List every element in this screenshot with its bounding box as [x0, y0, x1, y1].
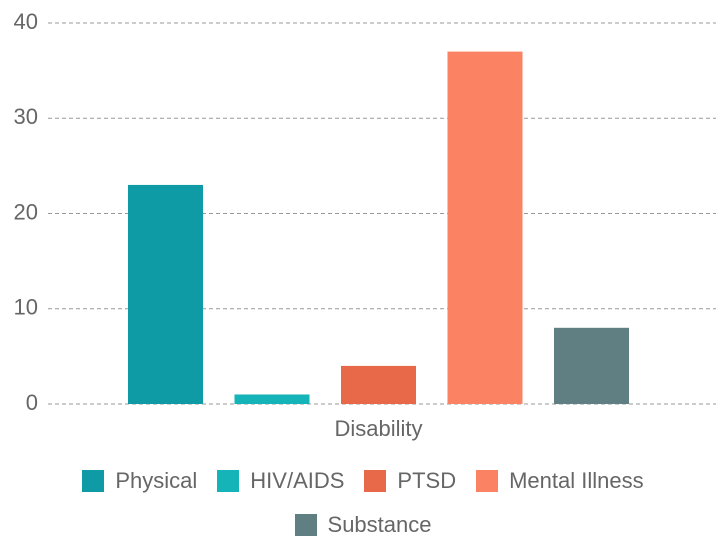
bar [128, 184, 203, 404]
legend-item: Physical [82, 465, 197, 497]
legend-item: PTSD [364, 465, 456, 497]
bar [447, 51, 523, 404]
y-tick-label: 30 [14, 104, 38, 129]
bar [554, 327, 629, 404]
legend-item: Mental Illness [476, 465, 644, 497]
legend-swatch [82, 470, 105, 492]
legend: Physical HIV/AIDS PTSD Mental Illness Substa… [50, 465, 676, 541]
legend-swatch [294, 514, 317, 536]
legend-label: HIV/AIDS [250, 468, 345, 493]
y-tick-label: 10 [14, 295, 38, 320]
legend-swatch [364, 470, 387, 492]
legend-item: Substance [294, 509, 432, 541]
legend-label: Substance [327, 512, 432, 537]
bar [341, 365, 416, 404]
legend-label: PTSD [397, 468, 457, 493]
legend-swatch [476, 470, 499, 492]
legend-label: Mental Illness [509, 468, 644, 493]
y-tick-label: 0 [26, 390, 38, 415]
y-tick-label: 40 [14, 9, 38, 34]
x-tick-label: Disability [334, 416, 422, 441]
legend-label: Physical [115, 468, 198, 493]
legend-swatch [217, 470, 240, 492]
chart: 0 10 20 30 40 Disability [14, 9, 716, 441]
legend-item: HIV/AIDS [217, 465, 344, 497]
bar [234, 394, 310, 404]
y-tick-label: 20 [14, 199, 38, 224]
